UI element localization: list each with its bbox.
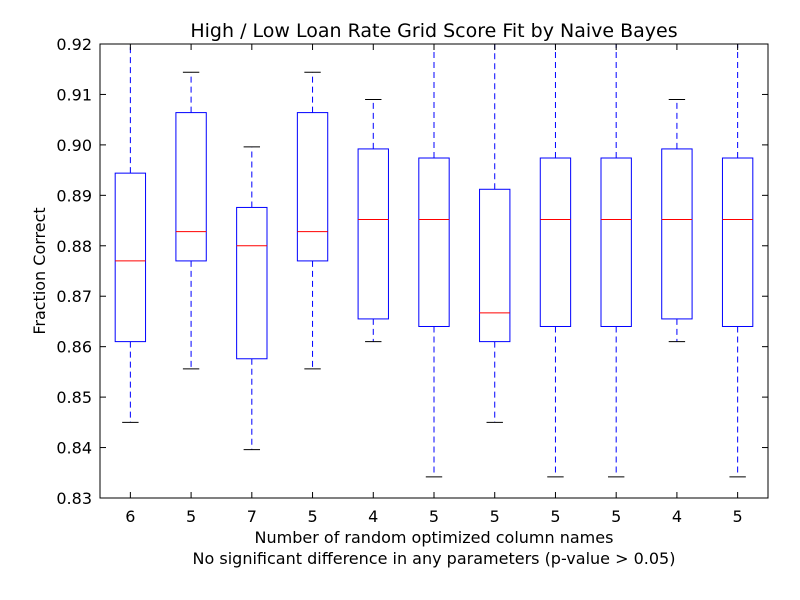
iqr-box <box>661 148 693 320</box>
iqr-box <box>236 206 268 360</box>
x-tick-label: 4 <box>368 507 378 526</box>
box-group <box>114 43 754 478</box>
box-8 <box>539 43 572 478</box>
box-3 <box>236 146 268 451</box>
y-tick-label: 0.84 <box>56 439 92 458</box>
iqr-box <box>600 157 632 327</box>
box-10 <box>661 98 693 343</box>
x-tick-label: 5 <box>733 507 743 526</box>
box-9 <box>600 43 632 478</box>
x-tick-label: 5 <box>611 507 621 526</box>
x-tick-label: 4 <box>672 507 682 526</box>
y-tick-label: 0.88 <box>56 237 92 256</box>
y-axis: 0.83 0.84 0.85 0.86 0.87 0.88 0.89 0.90 0.91 0.92 <box>56 35 768 508</box>
iqr-box <box>721 157 754 327</box>
x-tick-label: 5 <box>550 507 560 526</box>
y-axis-label: Fraction Correct <box>30 207 49 334</box>
x-tick-label: 5 <box>490 507 500 526</box>
iqr-box <box>175 112 207 262</box>
box-5 <box>357 98 389 343</box>
box-1 <box>114 43 147 423</box>
x-tick-label: 6 <box>125 507 135 526</box>
x-axis-label: Number of random optimized column names <box>255 528 614 547</box>
iqr-box <box>479 188 511 343</box>
y-tick-label: 0.86 <box>56 338 92 357</box>
x-tick-label: 5 <box>186 507 196 526</box>
iqr-box <box>114 172 147 343</box>
iqr-box <box>539 157 572 327</box>
box-11 <box>721 43 754 478</box>
x-tick-label: 5 <box>307 507 317 526</box>
box-4 <box>296 71 329 370</box>
x-axis: 6 5 7 5 4 5 5 5 5 4 5 <box>125 44 743 526</box>
box-6 <box>418 43 450 478</box>
chart-title: High / Low Loan Rate Grid Score Fit by N… <box>190 20 677 42</box>
y-tick-label: 0.87 <box>56 287 92 306</box>
y-tick-label: 0.92 <box>56 35 92 54</box>
iqr-box <box>418 157 450 327</box>
y-tick-label: 0.89 <box>56 186 92 205</box>
x-axis-sublabel: No significant difference in any paramet… <box>193 549 676 568</box>
y-tick-label: 0.91 <box>56 85 92 104</box>
y-tick-label: 0.90 <box>56 136 92 155</box>
x-tick-label: 5 <box>429 507 439 526</box>
y-tick-label: 0.85 <box>56 388 92 407</box>
box-2 <box>175 71 207 370</box>
iqr-box <box>296 112 329 262</box>
y-tick-label: 0.83 <box>56 489 92 508</box>
x-tick-label: 7 <box>247 507 257 526</box>
iqr-box <box>357 148 389 320</box>
box-7 <box>479 43 511 423</box>
